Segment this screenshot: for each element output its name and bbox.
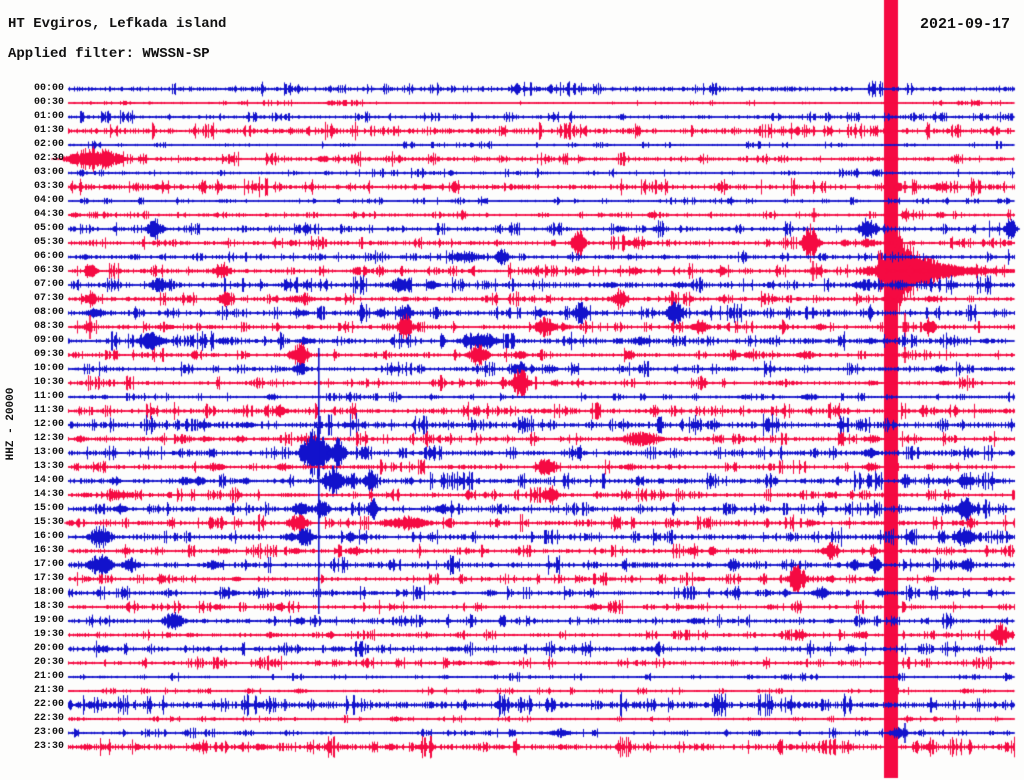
time-label: 02:00 bbox=[33, 139, 64, 150]
time-label: 06:30 bbox=[33, 265, 64, 276]
time-label: 09:00 bbox=[33, 335, 64, 346]
time-label: 20:00 bbox=[33, 643, 64, 654]
filter-label: Applied filter: WWSSN-SP bbox=[8, 46, 210, 62]
time-label: 02:30 bbox=[33, 153, 64, 164]
time-label: 05:00 bbox=[33, 223, 64, 234]
time-label: 17:00 bbox=[33, 559, 64, 570]
time-label: 07:00 bbox=[33, 279, 64, 290]
time-label: 04:30 bbox=[33, 209, 64, 220]
time-labels: 00:00 00:30 01:00 01:30 02:00 02:30 03:00 03:30… bbox=[0, 0, 68, 780]
time-label: 19:30 bbox=[33, 629, 64, 640]
time-label: 23:30 bbox=[33, 741, 64, 752]
time-label: 23:00 bbox=[33, 727, 64, 738]
time-label: 06:00 bbox=[33, 251, 64, 262]
date-label: 2021-09-17 bbox=[919, 16, 1010, 33]
time-label: 03:00 bbox=[33, 167, 64, 178]
time-label: 12:30 bbox=[33, 433, 64, 444]
time-label: 21:30 bbox=[33, 685, 64, 696]
time-label: 18:30 bbox=[33, 601, 64, 612]
time-label: 20:30 bbox=[33, 657, 64, 668]
time-label: 15:00 bbox=[33, 503, 64, 514]
time-label: 13:30 bbox=[33, 461, 64, 472]
time-label: 16:30 bbox=[33, 545, 64, 556]
time-label: 21:00 bbox=[33, 671, 64, 682]
time-label: 05:30 bbox=[33, 237, 64, 248]
time-label: 13:00 bbox=[33, 447, 64, 458]
time-label: 01:00 bbox=[33, 111, 64, 122]
time-label: 00:30 bbox=[33, 97, 64, 108]
time-label: 08:00 bbox=[33, 307, 64, 318]
time-label: 11:30 bbox=[33, 405, 64, 416]
time-label: 14:00 bbox=[33, 475, 64, 486]
time-label: 17:30 bbox=[33, 573, 64, 584]
time-label: 22:30 bbox=[33, 713, 64, 724]
time-label: 01:30 bbox=[33, 125, 64, 136]
time-label: 07:30 bbox=[33, 293, 64, 304]
time-label: 11:00 bbox=[33, 391, 64, 402]
time-label: 12:00 bbox=[33, 419, 64, 430]
time-label: 08:30 bbox=[33, 321, 64, 332]
time-label: 10:00 bbox=[33, 363, 64, 374]
time-label: 09:30 bbox=[33, 349, 64, 360]
time-label: 16:00 bbox=[33, 531, 64, 542]
time-label: 22:00 bbox=[33, 699, 64, 710]
time-label: 10:30 bbox=[33, 377, 64, 388]
time-label: 03:30 bbox=[33, 181, 64, 192]
time-label: 04:00 bbox=[33, 195, 64, 206]
time-label: 19:00 bbox=[33, 615, 64, 626]
time-label: 18:00 bbox=[33, 587, 64, 598]
station-title: HT Evgiros, Lefkada island bbox=[8, 16, 227, 32]
time-label: 00:00 bbox=[33, 83, 64, 94]
time-label: 15:30 bbox=[33, 517, 64, 528]
time-label: 14:30 bbox=[33, 489, 64, 500]
